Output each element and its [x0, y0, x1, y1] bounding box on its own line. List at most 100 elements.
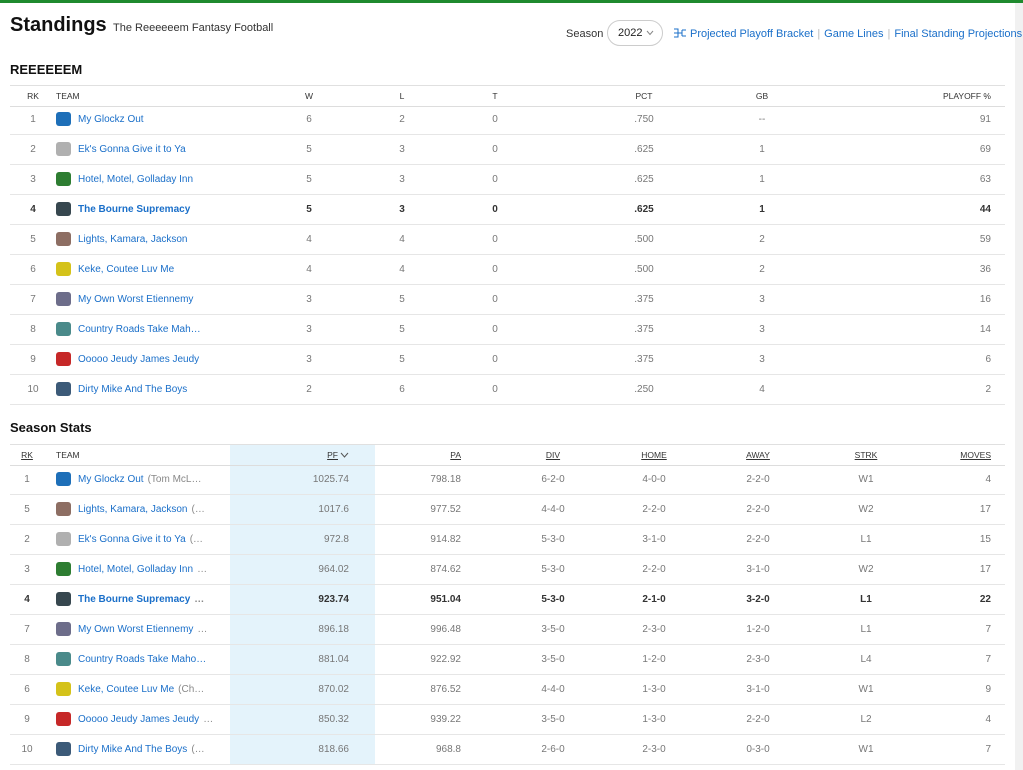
rk-cell: 5 [30, 234, 36, 245]
gb-cell: 1 [759, 174, 765, 185]
team-name[interactable]: Ooooo Jeudy James Jeudy [78, 714, 200, 725]
pa-cell: 874.62 [430, 564, 461, 575]
away-cell: 2-2-0 [746, 504, 770, 515]
pa-cell: 914.82 [430, 534, 461, 545]
team-name[interactable]: Country Roads Take Maho… [78, 654, 207, 665]
rk-cell: 2 [24, 534, 30, 545]
table-row: 8 Country Roads Take Maho… 881.04 922.92 3-5… [10, 645, 1005, 675]
pct-cell: .625 [634, 204, 654, 215]
team-name[interactable]: The Bourne Supremacy [78, 594, 191, 605]
moves-cell: 15 [979, 534, 991, 545]
table-row: 9 Ooooo Jeudy James Jeudy… 850.32 939.22 3-5… [10, 705, 1005, 735]
home-cell: 1-2-0 [642, 654, 666, 665]
rk-cell: 2 [30, 144, 36, 155]
team-cell: Country Roads Take Mah… [56, 315, 276, 344]
column-header[interactable]: MOVES [960, 450, 991, 460]
owner-name: (Ch… [178, 684, 205, 695]
pa-cell: 977.52 [430, 504, 461, 515]
season-value: 2022 [618, 27, 643, 39]
pf-cell: 881.04 [318, 654, 349, 665]
div-cell: 3-5-0 [541, 714, 565, 725]
season-select[interactable]: 2022 [607, 20, 663, 46]
team-name[interactable]: Hotel, Motel, Golladay Inn [78, 564, 194, 575]
playoff-cell: 91 [979, 114, 991, 125]
div-cell: 4-4-0 [541, 684, 565, 695]
team-name[interactable]: Hotel, Motel, Golladay Inn [78, 174, 194, 185]
t-cell: 0 [492, 174, 498, 185]
pct-cell: .375 [634, 354, 654, 365]
owner-name: (… [191, 744, 205, 755]
rk-cell: 1 [30, 114, 36, 125]
pf-cell: 850.32 [318, 714, 349, 725]
season-label: Season [566, 28, 604, 40]
gb-cell: 3 [759, 354, 765, 365]
team-logo [56, 592, 71, 607]
column-header[interactable]: STRK [854, 450, 878, 460]
team-name[interactable]: My Own Worst Etiennemy [78, 294, 194, 305]
column-header[interactable]: PA [450, 450, 461, 460]
column-header[interactable]: HOME [641, 450, 667, 460]
column-header[interactable]: DIV [545, 450, 561, 460]
gb-cell: 2 [759, 234, 765, 245]
column-header[interactable]: PF [249, 445, 349, 465]
column-header[interactable]: RK [21, 450, 33, 460]
team-name[interactable]: Lights, Kamara, Jackson [78, 504, 188, 515]
team-name[interactable]: Lights, Kamara, Jackson [78, 234, 188, 245]
team-name[interactable]: My Glockz Out [78, 474, 144, 485]
w-cell: 6 [306, 114, 312, 125]
team-name[interactable]: My Own Worst Etiennemy [78, 624, 194, 635]
team-name[interactable]: Ek's Gonna Give it to Ya [78, 144, 186, 155]
w-cell: 5 [306, 144, 312, 155]
away-cell: 3-1-0 [746, 564, 770, 575]
team-name[interactable]: Keke, Coutee Luv Me [78, 684, 175, 695]
link[interactable]: Game Lines [824, 28, 884, 40]
strk-cell: L2 [860, 714, 872, 725]
team-name[interactable]: Dirty Mike And The Boys [78, 384, 188, 395]
sorted-column-highlight [230, 444, 375, 764]
team-name[interactable]: My Glockz Out [78, 114, 144, 125]
pct-cell: .375 [634, 324, 654, 335]
moves-cell: 17 [979, 504, 991, 515]
owner-name: (… [191, 504, 205, 515]
pf-cell: 964.02 [318, 564, 349, 575]
team-name[interactable]: The Bourne Supremacy [78, 204, 191, 215]
section-title: REEEEEEM [10, 62, 83, 77]
page-title: Standings [10, 14, 107, 36]
div-cell: 5-3-0 [541, 594, 565, 605]
team-name[interactable]: Ooooo Jeudy James Jeudy [78, 354, 200, 365]
strk-cell: L1 [860, 534, 872, 545]
team-logo [56, 172, 71, 187]
team-logo [56, 532, 71, 547]
team-logo [56, 142, 71, 157]
rk-cell: 7 [24, 624, 30, 635]
team-name[interactable]: Keke, Coutee Luv Me [78, 264, 175, 275]
link[interactable]: Projected Playoff Bracket [690, 28, 814, 40]
column-header[interactable]: TEAM [56, 450, 80, 460]
team-logo [56, 322, 71, 337]
team-name[interactable]: Country Roads Take Mah… [78, 324, 201, 335]
pf-cell: 818.66 [318, 744, 349, 755]
gb-cell: 1 [759, 144, 765, 155]
pct-cell: .500 [634, 234, 654, 245]
playoff-cell: 16 [979, 294, 991, 305]
pa-cell: 798.18 [430, 474, 461, 485]
div-cell: 2-6-0 [541, 744, 565, 755]
strk-cell: W1 [858, 684, 874, 695]
playoff-cell: 59 [979, 234, 991, 245]
moves-cell: 7 [985, 654, 991, 665]
column-header[interactable]: AWAY [746, 450, 770, 460]
table-row: 8 Country Roads Take Mah… 3 5 0 .375 3 14 [10, 315, 1005, 345]
owner-name: … [197, 564, 208, 575]
away-cell: 2-2-0 [746, 534, 770, 545]
pa-cell: 996.48 [430, 624, 461, 635]
bracket-icon [674, 28, 686, 38]
rk-cell: 7 [30, 294, 36, 305]
table-row: 1 My Glockz Out 6 2 0 .750 -- 91 [10, 105, 1005, 135]
link[interactable]: Final Standing Projections [894, 28, 1023, 40]
team-logo [56, 652, 71, 667]
table-row: 10 Dirty Mike And The Boys (… 818.66 968.8 2-… [10, 735, 1005, 765]
team-name[interactable]: Dirty Mike And The Boys [78, 744, 188, 755]
t-cell: 0 [492, 324, 498, 335]
team-name[interactable]: Ek's Gonna Give it to Ya [78, 534, 186, 545]
